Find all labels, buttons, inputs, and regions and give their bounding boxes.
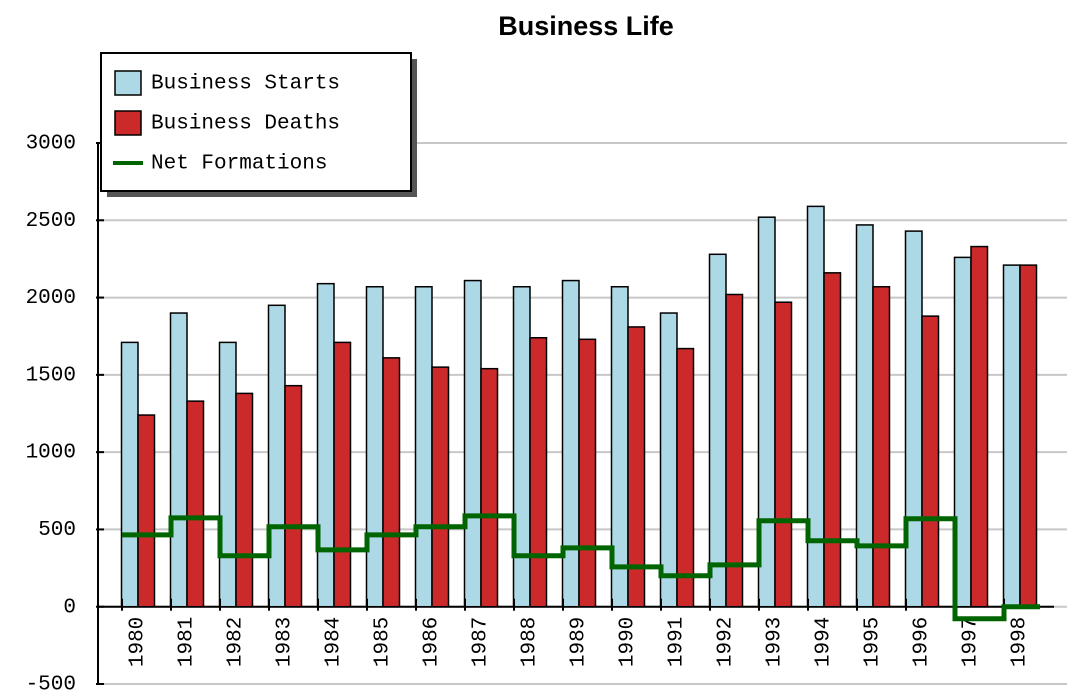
y-tick-label: 0 xyxy=(63,596,76,619)
x-tick-label: 1992 xyxy=(715,617,738,667)
y-tick-label: 2500 xyxy=(26,210,76,233)
y-tick-label: -500 xyxy=(26,674,76,696)
bar xyxy=(970,245,989,608)
bar xyxy=(529,337,548,608)
x-tick-label: 1991 xyxy=(666,617,689,667)
x-tick-label: 1997 xyxy=(960,617,983,667)
bar xyxy=(284,384,303,608)
bar xyxy=(414,286,433,608)
legend-swatch xyxy=(114,110,142,136)
bar xyxy=(169,312,188,608)
bar xyxy=(512,286,531,608)
bar xyxy=(855,224,874,608)
legend-label: Business Deaths xyxy=(151,113,340,136)
bar xyxy=(627,326,646,608)
bar xyxy=(316,282,335,608)
x-tick-label: 1993 xyxy=(764,617,787,667)
bar xyxy=(120,341,139,608)
x-tick-label: 1981 xyxy=(176,617,199,667)
bar xyxy=(267,304,286,608)
legend-label: Business Starts xyxy=(151,73,340,96)
x-tick-label: 1983 xyxy=(274,617,297,667)
legend: Business Starts Business Deaths Net Format… xyxy=(100,52,417,197)
bar xyxy=(872,286,891,608)
x-tick-label: 1980 xyxy=(127,617,150,667)
y-tick-label: 500 xyxy=(38,519,76,542)
bar xyxy=(1019,264,1038,608)
bar xyxy=(218,341,237,608)
bar xyxy=(676,347,695,608)
y-tick-label: 1000 xyxy=(26,442,76,465)
bar xyxy=(333,341,352,608)
bar xyxy=(365,286,384,608)
x-tick-label: 1996 xyxy=(911,617,934,667)
bar xyxy=(382,357,401,608)
y-tick-label: 1500 xyxy=(26,364,76,387)
x-tick-label: 1987 xyxy=(470,617,493,667)
bar xyxy=(725,293,744,608)
x-tick-label: 1990 xyxy=(617,617,640,667)
x-tick-label: 1982 xyxy=(225,617,248,667)
bar xyxy=(578,338,597,608)
bar xyxy=(659,312,678,608)
bar xyxy=(904,230,923,608)
legend-swatch xyxy=(114,70,142,96)
legend-label: Net Formations xyxy=(151,153,327,176)
bar xyxy=(431,366,450,608)
x-tick-label: 1998 xyxy=(1009,617,1032,667)
x-tick-label: 1994 xyxy=(813,617,836,667)
bar xyxy=(708,253,727,608)
bar xyxy=(137,414,156,608)
bar xyxy=(235,392,254,608)
bar xyxy=(1002,264,1021,608)
y-tick-label: 3000 xyxy=(26,133,76,156)
bar xyxy=(186,400,205,608)
legend-box xyxy=(100,52,412,192)
bar xyxy=(774,301,793,608)
x-tick-label: 1995 xyxy=(862,617,885,667)
bar xyxy=(463,279,482,608)
bar xyxy=(806,205,825,608)
x-tick-label: 1989 xyxy=(568,617,591,667)
x-tick-label: 1986 xyxy=(421,617,444,667)
x-tick-label: 1988 xyxy=(519,617,542,667)
bar xyxy=(480,367,499,608)
bar xyxy=(823,272,842,608)
x-tick-label: 1984 xyxy=(323,617,346,667)
chart-title: Business Life xyxy=(498,11,674,41)
y-tick-label: 2000 xyxy=(26,287,76,310)
x-tick-label: 1985 xyxy=(372,617,395,667)
bar xyxy=(921,315,940,608)
